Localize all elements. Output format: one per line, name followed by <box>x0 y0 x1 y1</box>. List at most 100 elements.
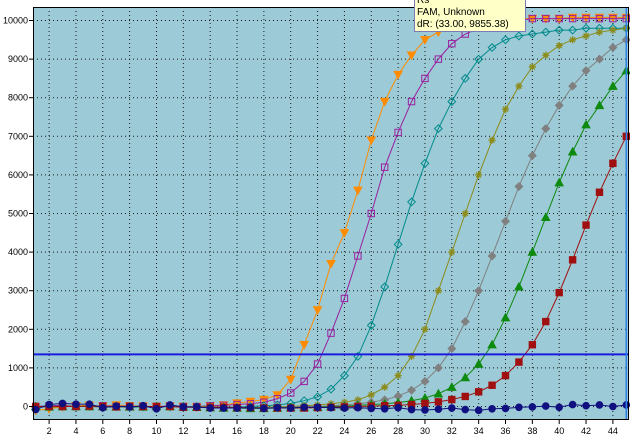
data-point-marker <box>380 163 389 171</box>
data-point-marker <box>327 403 335 412</box>
data-point-marker <box>527 29 537 39</box>
data-point-marker <box>609 14 617 23</box>
data-point-marker <box>540 212 551 222</box>
data-point-marker <box>299 341 310 350</box>
x-tick-label: 34 <box>474 426 484 436</box>
y-tick-label: 7000 <box>8 131 28 141</box>
data-point-marker <box>285 375 296 385</box>
data-point-marker <box>582 221 590 229</box>
data-point-marker <box>245 397 256 407</box>
data-point-marker <box>312 306 323 316</box>
data-point-marker <box>326 259 336 269</box>
data-point-marker <box>381 383 389 391</box>
data-point-marker <box>500 216 511 226</box>
data-point-marker <box>542 14 550 23</box>
data-point-marker <box>367 209 375 218</box>
data-point-marker <box>354 252 362 260</box>
y-tick-label: 8000 <box>8 93 28 103</box>
data-point-marker <box>501 404 510 413</box>
data-point-marker <box>179 403 188 411</box>
y-tick-label: 3000 <box>8 286 28 296</box>
data-point-marker <box>541 402 550 410</box>
data-point-marker <box>326 384 336 394</box>
data-point-marker <box>541 124 551 134</box>
data-point-marker <box>448 404 456 412</box>
x-tick-label: 24 <box>339 426 349 436</box>
data-point-marker <box>366 320 376 330</box>
data-point-marker <box>581 13 591 23</box>
data-point-marker <box>515 403 523 412</box>
y-tick-label: 2000 <box>8 324 28 334</box>
data-point-marker <box>541 27 551 37</box>
data-point-marker <box>421 74 429 83</box>
data-point-marker <box>487 43 497 53</box>
data-point-marker <box>287 389 295 397</box>
data-point-marker <box>448 395 456 404</box>
x-tick-label: 10 <box>151 426 161 436</box>
data-point-marker <box>461 405 470 414</box>
series-8 <box>31 399 630 415</box>
data-point-marker <box>260 404 268 413</box>
data-point-marker <box>609 402 617 411</box>
data-point-marker <box>594 54 604 64</box>
data-point-marker <box>367 404 376 413</box>
data-point-marker <box>461 392 469 401</box>
x-tick-label: 22 <box>313 426 323 436</box>
tooltip-line-value: dR: (33.00, 9855.38) <box>417 19 509 30</box>
x-tick-label: 4 <box>73 426 78 436</box>
data-point-marker <box>446 382 457 391</box>
data-point-marker <box>433 124 443 134</box>
data-point-marker <box>567 146 578 156</box>
data-point-marker <box>527 151 537 161</box>
data-point-marker <box>407 197 417 207</box>
x-tick-label: 36 <box>500 426 510 436</box>
data-point-marker <box>487 339 497 349</box>
plot-area-background <box>33 7 629 420</box>
data-point-marker <box>420 36 430 45</box>
x-tick-label: 16 <box>232 426 242 436</box>
y-tick-label: 0 <box>23 401 28 411</box>
data-point-marker <box>380 405 389 413</box>
data-point-marker <box>206 404 214 412</box>
data-point-marker <box>474 54 484 64</box>
data-point-marker <box>542 51 550 59</box>
data-point-marker <box>125 403 134 411</box>
data-point-marker <box>379 97 390 107</box>
data-point-marker <box>45 400 53 409</box>
data-point-marker <box>569 36 577 44</box>
y-tick-label: 9000 <box>8 54 28 64</box>
data-point-marker <box>407 352 416 360</box>
data-point-marker <box>567 13 578 23</box>
data-point-marker <box>500 312 511 322</box>
data-point-marker <box>568 400 577 409</box>
data-point-marker <box>394 128 402 137</box>
data-point-marker <box>433 388 444 398</box>
data-point-marker <box>58 399 67 408</box>
data-point-marker <box>31 405 40 414</box>
data-point-marker <box>488 405 496 413</box>
amplification-curves <box>30 13 630 416</box>
data-point-marker <box>393 70 403 80</box>
data-point-marker <box>609 159 617 168</box>
data-point-marker <box>568 14 577 23</box>
data-point-marker <box>139 401 147 410</box>
data-point-marker <box>609 26 617 34</box>
data-point-marker <box>528 341 537 349</box>
data-point-marker <box>300 377 308 386</box>
data-point-marker <box>420 158 430 168</box>
data-point-marker <box>85 400 94 408</box>
data-point-marker <box>367 391 375 399</box>
data-point-marker <box>433 363 443 373</box>
grid-lines <box>33 7 629 420</box>
data-point-marker <box>273 395 282 403</box>
data-point-marker <box>474 388 483 396</box>
data-point-marker <box>554 100 564 110</box>
data-point-marker <box>393 239 403 249</box>
x-tick-label: 2 <box>47 426 52 436</box>
x-tick-label: 6 <box>100 426 105 436</box>
data-point-marker <box>166 401 174 409</box>
data-point-marker <box>527 247 538 256</box>
data-point-marker <box>475 171 483 179</box>
data-point-marker <box>608 13 618 23</box>
